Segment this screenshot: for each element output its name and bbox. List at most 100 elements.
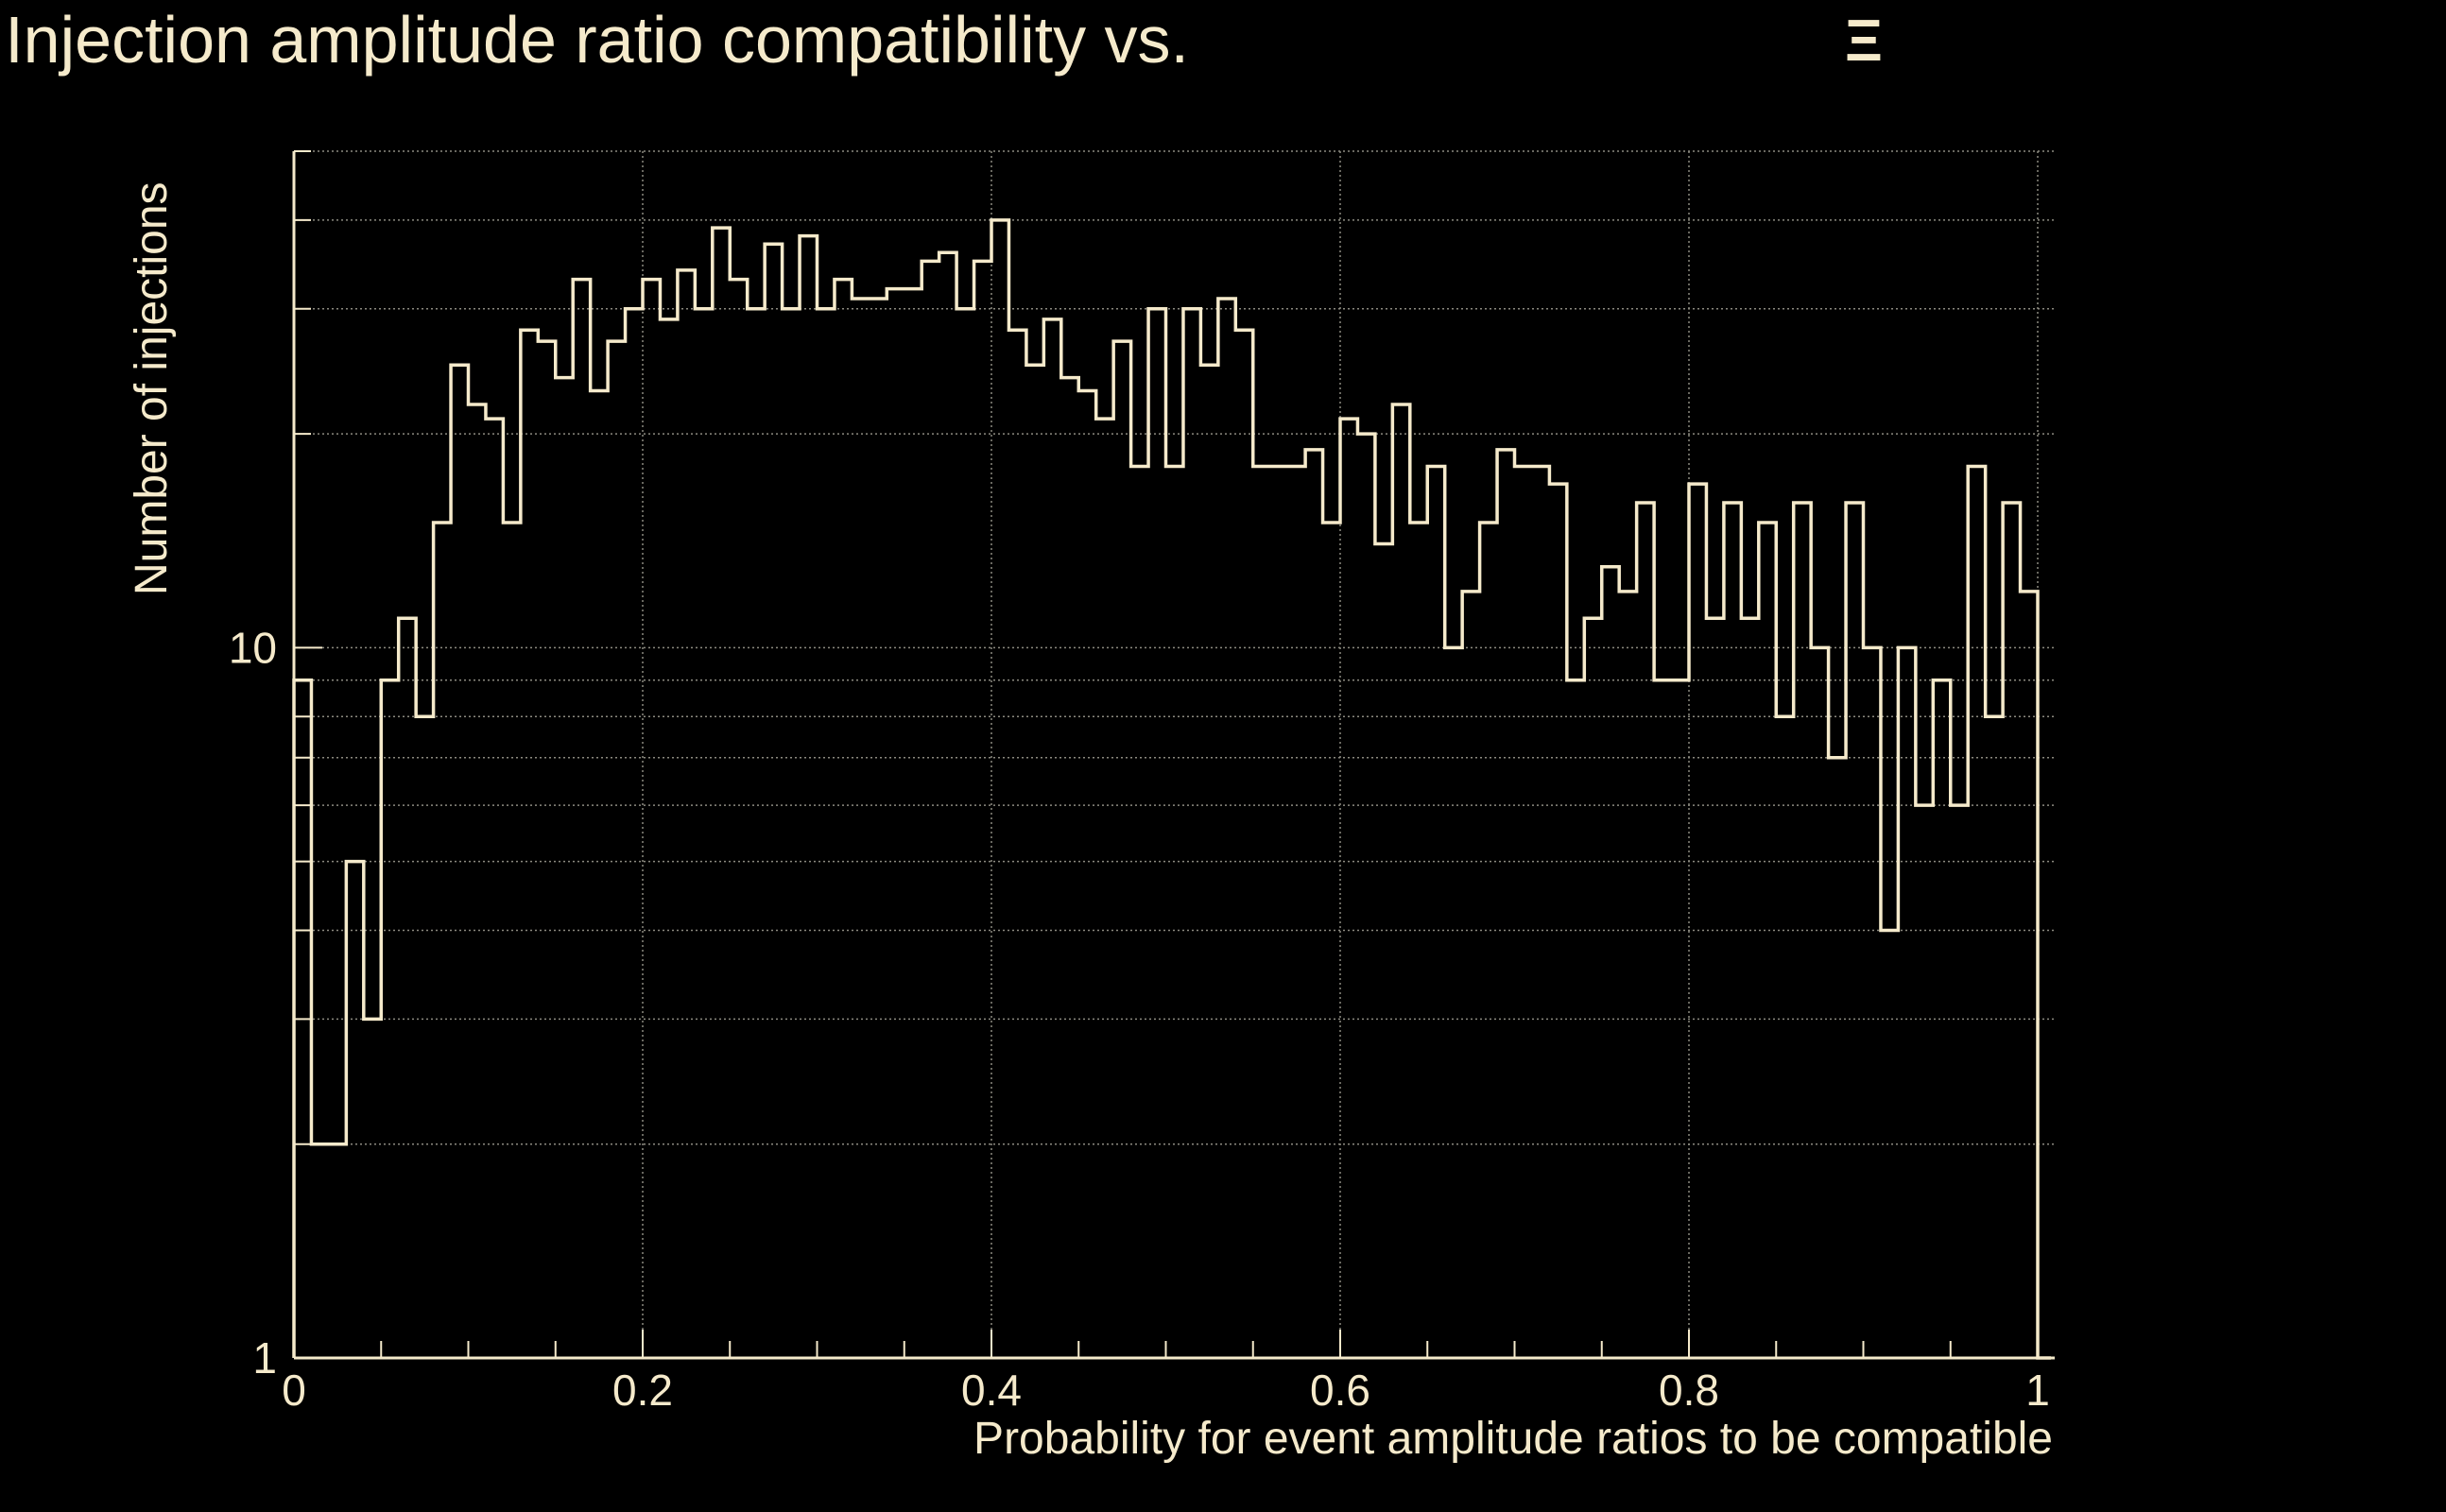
histogram-bin <box>1706 618 1723 1358</box>
histogram-bin <box>1043 319 1060 1358</box>
histogram-bin <box>1986 716 2003 1358</box>
histogram-bin <box>1724 503 1741 1358</box>
histogram-bin <box>956 309 973 1358</box>
histogram-bin <box>783 309 800 1358</box>
histogram-bin <box>643 280 660 1358</box>
histogram-bin <box>1375 544 1392 1358</box>
histogram-bin <box>608 341 625 1358</box>
histogram-bin <box>1480 523 1497 1358</box>
histogram-bin <box>1096 419 1113 1358</box>
histogram-bin <box>1008 330 1025 1358</box>
histogram-bin <box>1898 647 1915 1358</box>
histogram-bin <box>1218 299 1235 1358</box>
y-tick-label: 1 <box>252 1333 277 1383</box>
histogram-series <box>292 218 2051 1360</box>
histogram-bin <box>1811 647 1828 1358</box>
histogram-bin <box>1078 390 1095 1358</box>
y-tick-label: 10 <box>229 623 277 672</box>
histogram-bin <box>311 1144 328 1358</box>
histogram-bin <box>2021 592 2038 1358</box>
histogram-bin <box>1602 567 1619 1358</box>
histogram-bin <box>329 1144 346 1358</box>
histogram-bin <box>469 404 486 1358</box>
histogram-bin <box>626 309 643 1358</box>
histogram-bin <box>486 419 503 1358</box>
histogram-bin <box>294 680 311 1358</box>
histogram-bin <box>1846 503 1863 1358</box>
histogram-bin <box>538 341 555 1358</box>
histogram-bin <box>870 299 887 1358</box>
histogram-bin <box>1061 378 1078 1358</box>
histogram-bin <box>1829 758 1846 1358</box>
histogram-bin <box>1497 450 1514 1358</box>
histogram-bin <box>416 716 433 1358</box>
histogram-outline <box>292 218 2051 1360</box>
x-tick-label: 0.4 <box>961 1366 1022 1415</box>
histogram-bin <box>346 862 363 1358</box>
histogram-bin <box>678 270 695 1358</box>
x-tick-label: 0 <box>282 1366 306 1415</box>
histogram-bin <box>1794 503 1811 1358</box>
histogram-bin <box>1951 805 1968 1358</box>
histogram-bin <box>1235 330 1252 1358</box>
histogram-bin <box>556 378 573 1358</box>
histogram-bin <box>503 523 520 1358</box>
grid-lines <box>294 150 2055 1358</box>
y-axis-label: Number of injections <box>127 181 177 595</box>
histogram-bin <box>1340 419 1357 1358</box>
histogram-bin <box>1933 680 1950 1358</box>
histogram-bin <box>765 244 782 1358</box>
histogram-bin <box>591 390 608 1358</box>
histogram-bin <box>1689 484 1706 1358</box>
histogram-bin <box>852 299 869 1358</box>
histogram-bin <box>1323 523 1340 1358</box>
histogram-bin <box>1654 680 1671 1358</box>
histogram-bin <box>1759 523 1776 1358</box>
histogram-bin <box>1637 503 1654 1358</box>
histogram-bin <box>660 319 677 1358</box>
histogram-bin <box>1532 466 1549 1358</box>
histogram-bin <box>1253 466 1270 1358</box>
histogram-bin <box>1881 930 1898 1358</box>
histogram-bin <box>1445 647 1462 1358</box>
histogram-bin <box>800 236 817 1358</box>
histogram-bin <box>818 309 835 1358</box>
histogram-bin <box>521 330 538 1358</box>
chart-title-symbol: Ξ <box>1845 9 1883 74</box>
histogram-bin <box>1270 466 1287 1358</box>
histogram-bin <box>1567 680 1584 1358</box>
histogram-bin <box>1619 592 1636 1358</box>
x-axis-label: Probability for event amplitude ratios t… <box>973 1414 2053 1464</box>
histogram-bin <box>1410 523 1427 1358</box>
histogram-bin <box>713 228 730 1358</box>
histogram-bin <box>835 280 852 1358</box>
chart-labels: Injection amplitude ratio compatibility … <box>5 3 2053 1464</box>
histogram-bin <box>695 309 712 1358</box>
histogram-bin <box>1183 309 1200 1358</box>
histogram-bin <box>1166 466 1183 1358</box>
histogram-bin <box>1916 805 1933 1358</box>
histogram-bin <box>434 523 451 1358</box>
histogram-bin <box>974 261 991 1358</box>
histogram-bin <box>381 680 398 1358</box>
histogram-bin <box>887 289 904 1358</box>
histogram-bin <box>1968 466 1985 1358</box>
histogram-bin <box>1200 365 1217 1358</box>
histogram-bin <box>1357 434 1374 1358</box>
histogram-bin <box>1549 484 1566 1358</box>
histogram-bin <box>1741 618 1758 1358</box>
histogram-bin <box>991 220 1008 1358</box>
histogram-bin <box>922 261 939 1358</box>
histogram-bin <box>1305 450 1322 1358</box>
histogram-bin <box>1462 592 1479 1358</box>
histogram-bin <box>1392 404 1409 1358</box>
histogram-bin <box>1584 618 1601 1358</box>
histogram-bin <box>451 365 468 1358</box>
histogram-bin <box>364 1019 381 1358</box>
histogram-bin <box>1864 647 1881 1358</box>
histogram-bin <box>1288 466 1305 1358</box>
chart-title: Injection amplitude ratio compatibility … <box>5 3 1189 77</box>
histogram-bin <box>1113 341 1130 1358</box>
x-tick-label: 0.6 <box>1310 1366 1370 1415</box>
